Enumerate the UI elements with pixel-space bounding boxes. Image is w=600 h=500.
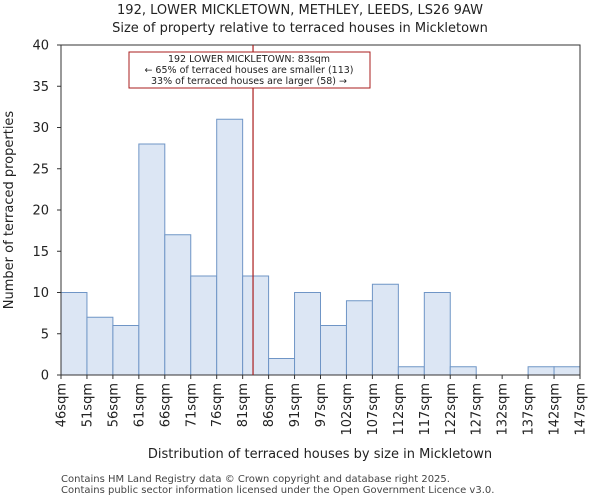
x-axis-label: Distribution of terraced houses by size … [148, 447, 492, 462]
y-tick-label: 20 [32, 204, 49, 219]
x-tick-label: 51sqm [80, 383, 95, 427]
bar-117sqm [423, 292, 451, 376]
bar-86sqm [268, 358, 296, 376]
x-tick-label: 76sqm [210, 383, 225, 427]
x-tick-label: 61sqm [132, 383, 147, 427]
bars-group [60, 118, 581, 376]
y-axis-label: Number of terraced properties [2, 111, 17, 310]
footer-line-2: Contains public sector information licen… [61, 485, 495, 496]
bar-51sqm [86, 316, 114, 376]
bar-107sqm [371, 283, 399, 376]
y-tick-label: 35 [32, 80, 49, 95]
x-tick-label: 107sqm [366, 383, 381, 436]
annotation-line-1: 192 LOWER MICKLETOWN: 83sqm [168, 54, 330, 65]
bar-91sqm [294, 292, 321, 376]
bar-122sqm [449, 366, 477, 376]
x-tick-label: 127sqm [470, 383, 485, 436]
annotation-line-2: ← 65% of terraced houses are smaller (11… [144, 65, 353, 76]
bar-71sqm [190, 275, 218, 376]
y-tick-label: 25 [32, 162, 49, 177]
bar-97sqm [320, 325, 347, 376]
bar-142sqm [553, 366, 581, 376]
chart-subtitle: Size of property relative to terraced ho… [112, 21, 488, 36]
bar-102sqm [345, 300, 373, 376]
bar-112sqm [397, 366, 425, 376]
y-tick-label: 40 [32, 39, 49, 54]
x-tick-label: 91sqm [288, 383, 303, 427]
footer-line-1: Contains HM Land Registry data © Crown c… [61, 474, 450, 485]
x-tick-label: 81sqm [236, 383, 251, 427]
annotation-box [128, 51, 371, 89]
x-tick-label: 147sqm [574, 383, 589, 436]
bar-46sqm [60, 292, 88, 376]
x-tick-label: 86sqm [262, 383, 277, 427]
x-tick-label: 46sqm [55, 383, 70, 427]
bar-137sqm [527, 366, 555, 376]
y-tick-label: 0 [41, 369, 49, 384]
plot-frame [60, 44, 581, 376]
y-tick-label: 10 [32, 286, 49, 301]
bar-66sqm [164, 234, 192, 376]
bar-76sqm [216, 118, 244, 376]
x-tick-label: 142sqm [548, 383, 563, 436]
x-tick-label: 71sqm [184, 383, 199, 427]
y-tick-label: 15 [32, 245, 49, 260]
annotation-line-3: 33% of terraced houses are larger (58) → [151, 76, 347, 87]
bar-61sqm [138, 143, 166, 376]
y-tick-label: 5 [41, 327, 49, 342]
y-axis: 0 5 10 15 20 25 30 35 40 [32, 39, 61, 384]
x-tick-label: 122sqm [444, 383, 459, 436]
chart-title: 192, LOWER MICKLETOWN, METHLEY, LEEDS, L… [117, 3, 483, 18]
x-tick-label: 97sqm [314, 383, 329, 427]
x-tick-label: 132sqm [496, 383, 511, 436]
x-tick-label: 56sqm [106, 383, 121, 427]
x-tick-label: 112sqm [392, 383, 407, 436]
x-tick-label: 117sqm [418, 383, 433, 436]
x-tick-label: 66sqm [158, 383, 173, 427]
x-axis: 46sqm 51sqm 56sqm 61sqm 66sqm 71sqm 76sqm 81sqm… [55, 375, 589, 436]
y-tick-label: 30 [32, 121, 49, 136]
x-tick-label: 137sqm [522, 383, 537, 436]
bar-56sqm [112, 325, 140, 376]
bar-81sqm [242, 275, 270, 376]
x-tick-label: 102sqm [340, 383, 355, 436]
